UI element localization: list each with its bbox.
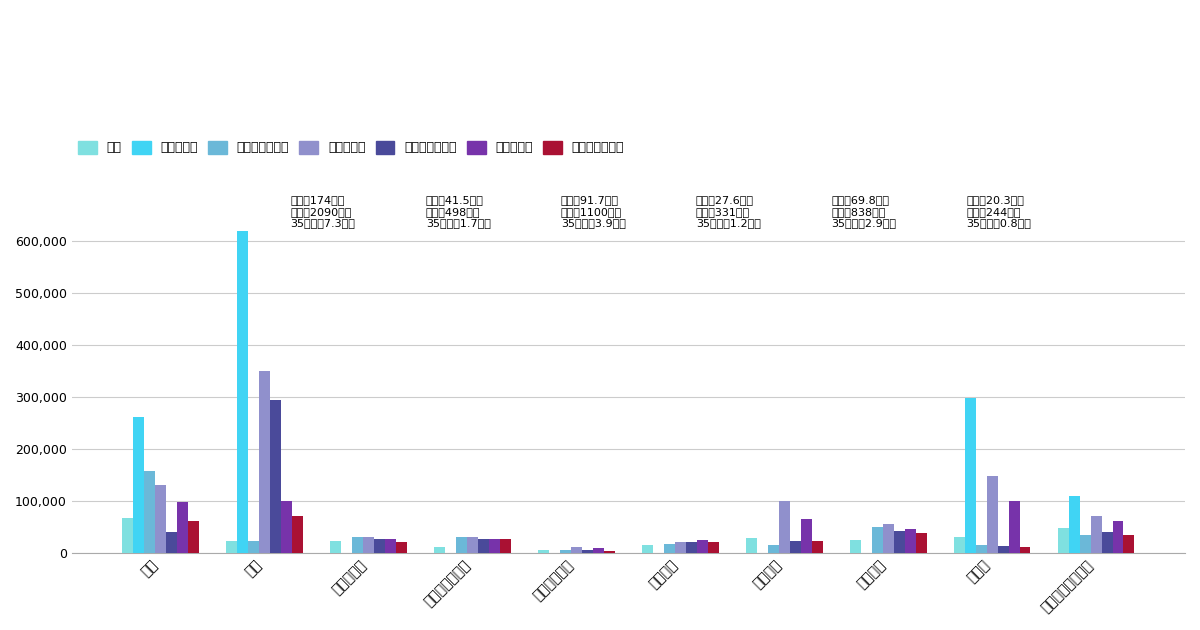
- Bar: [1020, 547, 1031, 553]
- Bar: [954, 537, 965, 553]
- Text: 月額：41.5万円
年額：498万円
35年計：1.7億円: 月額：41.5万円 年額：498万円 35年計：1.7億円: [426, 195, 491, 228]
- Bar: [144, 471, 155, 553]
- Bar: [850, 540, 862, 553]
- Bar: [166, 532, 178, 553]
- Bar: [1091, 517, 1102, 553]
- Bar: [768, 545, 779, 553]
- Text: 月額：20.3万円
年額：244万円
35年計：0.8億円: 月額：20.3万円 年額：244万円 35年計：0.8億円: [966, 195, 1031, 228]
- Bar: [1058, 528, 1069, 553]
- Bar: [396, 542, 407, 553]
- Bar: [560, 550, 571, 553]
- Text: 月額：174万円
年額：2090万円
35年計：7.3億円: 月額：174万円 年額：2090万円 35年計：7.3億円: [290, 195, 355, 228]
- Bar: [708, 542, 719, 553]
- Bar: [499, 539, 511, 553]
- Bar: [872, 527, 883, 553]
- Bar: [1009, 501, 1020, 553]
- Bar: [894, 530, 905, 553]
- Bar: [488, 539, 499, 553]
- Legend: 平均, 都心／優雅, 都心／慎ましい, 郊外／優雅, 郊外／慎ましい, 地方／優雅, 地方／慎ましい: 平均, 都心／優雅, 都心／慎ましい, 郊外／優雅, 郊外／慎ましい, 地方／優…: [78, 140, 624, 154]
- Bar: [642, 545, 653, 553]
- Text: 月額：27.6万円
年額：331万円
35年計：1.2億円: 月額：27.6万円 年額：331万円 35年計：1.2億円: [696, 195, 761, 228]
- Bar: [281, 501, 292, 553]
- Bar: [965, 398, 976, 553]
- Bar: [478, 539, 488, 553]
- Bar: [664, 544, 674, 553]
- Bar: [292, 517, 302, 553]
- Bar: [270, 399, 281, 553]
- Bar: [188, 520, 199, 553]
- Bar: [434, 547, 445, 553]
- Bar: [905, 529, 916, 553]
- Bar: [746, 538, 757, 553]
- Bar: [1069, 496, 1080, 553]
- Bar: [571, 547, 582, 553]
- Bar: [697, 541, 708, 553]
- Bar: [259, 371, 270, 553]
- Bar: [582, 550, 593, 553]
- Bar: [790, 541, 800, 553]
- Bar: [227, 541, 238, 553]
- Bar: [178, 503, 188, 553]
- Bar: [539, 550, 550, 553]
- Bar: [238, 231, 248, 553]
- Bar: [330, 541, 341, 553]
- Text: 月額：69.8万円
年額：838万円
35年計：2.9億円: 月額：69.8万円 年額：838万円 35年計：2.9億円: [832, 195, 896, 228]
- Bar: [385, 539, 396, 553]
- Bar: [800, 519, 811, 553]
- Bar: [364, 537, 374, 553]
- Bar: [1123, 536, 1134, 553]
- Bar: [779, 501, 790, 553]
- Bar: [593, 547, 604, 553]
- Bar: [997, 546, 1009, 553]
- Text: 月額：91.7万円
年額：1100万円
35年計：3.9億円: 月額：91.7万円 年額：1100万円 35年計：3.9億円: [560, 195, 625, 228]
- Bar: [986, 476, 997, 553]
- Bar: [467, 537, 478, 553]
- Bar: [976, 545, 986, 553]
- Bar: [604, 551, 614, 553]
- Bar: [155, 485, 166, 553]
- Bar: [811, 541, 822, 553]
- Bar: [686, 542, 697, 553]
- Bar: [133, 417, 144, 553]
- Bar: [248, 541, 259, 553]
- Bar: [122, 518, 133, 553]
- Bar: [883, 524, 894, 553]
- Bar: [352, 537, 364, 553]
- Bar: [674, 542, 686, 553]
- Bar: [1102, 532, 1112, 553]
- Bar: [916, 533, 926, 553]
- Bar: [374, 539, 385, 553]
- Bar: [1112, 520, 1123, 553]
- Bar: [456, 537, 467, 553]
- Bar: [1080, 535, 1091, 553]
